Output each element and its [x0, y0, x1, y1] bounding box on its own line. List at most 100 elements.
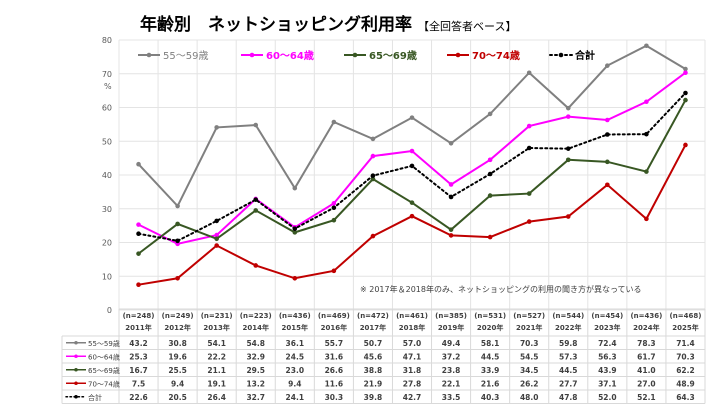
x-tick-label: 2011年	[125, 323, 151, 332]
chart-subtitle: 【全回答者ベース】	[418, 20, 517, 33]
x-tick-label: 2017年	[360, 323, 386, 332]
data-point	[253, 263, 259, 268]
data-point	[565, 114, 571, 119]
sample-size-label: (n=436)	[630, 312, 662, 320]
sample-size-label: (n=248)	[123, 312, 155, 320]
x-tick-label: 2024年	[633, 323, 659, 332]
data-point	[214, 218, 219, 224]
legend-label: 70～74歳	[472, 49, 520, 62]
table-cell: 31.6	[325, 352, 344, 361]
table-row-label: 合計	[88, 393, 102, 402]
table-cell: 54.5	[520, 352, 539, 361]
sample-size-label: (n=527)	[513, 312, 545, 320]
x-tick-label: 2013年	[203, 323, 229, 332]
table-cell: 22.2	[207, 352, 226, 361]
data-point	[644, 216, 649, 222]
table-cell: 19.1	[207, 379, 226, 388]
table-cell: 24.1	[286, 393, 305, 402]
data-point	[136, 282, 141, 287]
legend-marker	[455, 52, 461, 58]
data-point	[370, 233, 376, 239]
x-tick-label: 2019年	[438, 323, 464, 332]
data-point	[136, 251, 141, 256]
legend-label: 60～64歳	[266, 49, 314, 62]
data-point	[683, 66, 688, 72]
data-point	[448, 140, 454, 146]
y-tick-label: 70	[102, 70, 112, 79]
data-point	[175, 238, 180, 244]
data-point	[409, 213, 415, 219]
table-cell: 7.5	[132, 379, 145, 388]
data-point	[409, 148, 415, 154]
data-point	[526, 219, 532, 224]
data-point	[683, 97, 688, 103]
table-cell: 25.3	[129, 352, 148, 361]
table-cell: 31.8	[403, 366, 422, 375]
table-cell: 57.3	[559, 352, 578, 361]
table-cell: 47.1	[403, 352, 422, 361]
data-point	[175, 221, 180, 227]
y-tick-label: 20	[102, 239, 112, 248]
table-cell: 70.3	[520, 339, 539, 348]
table-cell: 32.7	[246, 393, 265, 402]
sample-size-label: (n=223)	[240, 312, 272, 320]
data-point	[448, 194, 454, 200]
table-cell: 26.2	[520, 379, 539, 388]
sample-size-label: (n=385)	[435, 312, 467, 320]
table-legend-marker	[74, 354, 78, 359]
data-point	[448, 182, 454, 187]
table-cell: 40.3	[481, 393, 500, 402]
data-point	[214, 125, 219, 130]
data-point	[136, 161, 141, 167]
table-cell: 78.3	[637, 339, 656, 348]
table-cell: 27.7	[559, 379, 578, 388]
data-point	[331, 201, 337, 206]
data-point	[214, 232, 219, 238]
data-point	[331, 268, 337, 274]
table-cell: 30.3	[325, 393, 344, 402]
legend-marker	[352, 52, 358, 58]
data-point	[175, 203, 180, 209]
data-point	[292, 275, 298, 281]
table-cell: 23.8	[442, 366, 461, 375]
table-cell: 36.1	[286, 339, 305, 348]
sample-size-label: (n=231)	[201, 312, 233, 320]
table-cell: 58.1	[481, 339, 500, 348]
table-cell: 37.2	[442, 352, 461, 361]
data-point	[214, 243, 219, 248]
data-point	[292, 185, 298, 191]
data-point	[214, 236, 219, 242]
data-point	[370, 136, 376, 142]
table-row-label: 70～74歳	[88, 379, 120, 388]
table-cell: 32.9	[246, 352, 265, 361]
table-cell: 38.8	[364, 366, 383, 375]
sample-size-label: (n=468)	[670, 312, 702, 320]
table-row-label: 60～64歳	[88, 352, 120, 361]
sample-size-label: (n=544)	[552, 312, 584, 320]
table-cell: 42.7	[403, 393, 422, 402]
table-row-label: 65～69歳	[88, 366, 120, 375]
x-tick-label: 2023年	[594, 323, 620, 332]
data-point	[526, 123, 532, 129]
table-cell: 57.0	[403, 339, 422, 348]
table-row-label: 55～59歳	[88, 339, 120, 348]
data-point	[487, 111, 493, 117]
table-cell: 39.8	[364, 393, 383, 402]
data-point	[136, 222, 141, 227]
sample-size-label: (n=531)	[474, 312, 506, 320]
table-cell: 62.2	[676, 366, 695, 375]
table-legend-marker	[74, 394, 78, 399]
x-tick-label: 2015年	[282, 323, 308, 332]
table-cell: 29.5	[246, 366, 265, 375]
table-cell: 21.1	[207, 366, 226, 375]
data-point	[448, 227, 454, 232]
y-tick-label: 50	[102, 137, 112, 146]
table-legend-marker	[74, 381, 78, 386]
table-cell: 27.0	[637, 379, 656, 388]
data-point	[605, 182, 610, 188]
table-cell: 56.3	[598, 352, 617, 361]
series-line-0	[137, 44, 686, 208]
table-cell: 48.9	[676, 379, 695, 388]
table-cell: 13.2	[246, 379, 265, 388]
legend-label: 合計	[574, 49, 595, 62]
